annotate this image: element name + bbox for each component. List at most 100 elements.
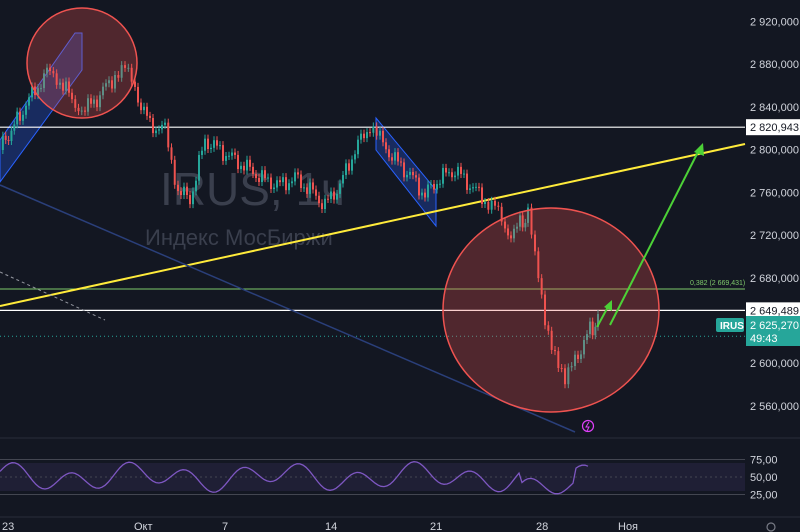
level-labels: 2 820,943 2 649,489 0,382 (2 669,431) xyxy=(690,119,800,319)
current-price-tag: IRUS 2 625,270 49:43 xyxy=(716,316,800,346)
trend-line xyxy=(0,143,746,307)
candle-body xyxy=(204,138,206,151)
candle-body xyxy=(270,177,272,190)
candle-body xyxy=(439,183,441,185)
candle-body xyxy=(77,107,80,112)
candle-body xyxy=(445,167,447,173)
candle-body xyxy=(210,147,212,149)
price-tick-label: 2 720,000 xyxy=(750,230,799,242)
lightning-icon[interactable] xyxy=(581,419,595,433)
candle-body xyxy=(99,95,101,108)
candle-body xyxy=(513,228,515,239)
price-axis[interactable]: 2 920,000 2 880,000 2 840,000 2 800,000 2 76… xyxy=(750,16,799,413)
drawing-lines xyxy=(0,126,746,433)
candle-body xyxy=(406,174,408,178)
candle-body xyxy=(40,88,42,90)
candle-body xyxy=(108,80,110,84)
candle-body xyxy=(342,175,344,184)
highlight-circle-bottom xyxy=(442,207,660,413)
symbol-label: IRUS xyxy=(720,321,744,332)
candle-body xyxy=(457,166,459,176)
candle-body xyxy=(231,152,233,156)
candle-body xyxy=(219,145,221,147)
candle-body xyxy=(527,207,529,223)
candle-body xyxy=(345,163,347,176)
candle-body xyxy=(591,321,594,336)
candle-body xyxy=(120,65,123,78)
candle-body xyxy=(228,155,230,157)
price-tick-label: 2 840,000 xyxy=(750,102,799,114)
candle-body xyxy=(43,73,45,89)
price-tick-label: 2 560,000 xyxy=(750,401,799,413)
candle-body xyxy=(472,187,474,189)
resistance-level-value: 2 820,943 xyxy=(750,122,799,134)
candle-body xyxy=(412,171,414,176)
candle-body xyxy=(246,159,248,171)
candle-body xyxy=(324,198,326,210)
time-axis[interactable]: 23 Окт 7 14 21 28 Ноя xyxy=(0,516,800,532)
candle-body xyxy=(161,124,163,130)
rsi-line xyxy=(0,461,589,495)
candle-body xyxy=(19,111,21,121)
candle-body xyxy=(521,215,524,228)
candle-body xyxy=(291,181,293,184)
candle-body xyxy=(516,226,518,229)
time-tick-label: 23 xyxy=(2,521,14,532)
candle-body xyxy=(354,154,356,160)
candle-body xyxy=(68,81,70,93)
candle-body xyxy=(475,186,477,188)
price-tick-label: 2 800,000 xyxy=(750,145,799,157)
rsi-tick-label: 50,00 xyxy=(750,472,778,484)
candle-body xyxy=(460,166,462,174)
arrows xyxy=(596,143,704,328)
candle-body xyxy=(55,73,58,85)
candle-body xyxy=(93,99,95,104)
candle-body xyxy=(303,187,305,189)
candle-body xyxy=(336,193,338,200)
price-tick-label: 2 680,000 xyxy=(750,273,799,285)
candle-body xyxy=(124,65,126,68)
candle-body xyxy=(297,172,299,175)
candle-body xyxy=(225,156,227,161)
candle-body xyxy=(74,99,77,108)
candle-body xyxy=(255,174,257,179)
candle-body xyxy=(385,142,387,150)
candle-body xyxy=(46,67,48,74)
candle-body xyxy=(544,294,546,326)
time-tick-label: 28 xyxy=(536,521,548,532)
candle-body xyxy=(183,186,185,196)
candle-body xyxy=(186,186,188,196)
candle-body xyxy=(155,130,157,134)
candle-body xyxy=(37,88,39,96)
candle-body xyxy=(31,86,33,98)
candle-body xyxy=(111,80,113,89)
candle-body xyxy=(192,191,194,205)
candle-body xyxy=(71,92,73,100)
candle-body xyxy=(276,180,278,188)
time-tick-label: 21 xyxy=(430,521,442,532)
candle-body xyxy=(427,184,429,198)
candle-body xyxy=(134,81,136,87)
candle-body xyxy=(500,206,503,222)
candle-body xyxy=(487,201,490,210)
candle-body xyxy=(577,354,579,360)
candle-body xyxy=(333,191,335,200)
candle-body xyxy=(357,139,359,155)
candle-body xyxy=(348,163,350,171)
candle-body xyxy=(143,106,145,111)
candle-body xyxy=(87,98,89,112)
fib-level-label: 0,382 (2 669,431) xyxy=(690,280,745,287)
rsi-tick-label: 75,00 xyxy=(750,455,778,467)
descending-line xyxy=(0,184,576,433)
candle-body xyxy=(418,177,420,196)
candle-body xyxy=(164,122,166,125)
candle-body xyxy=(409,171,411,175)
candle-body xyxy=(330,191,332,199)
candle-body xyxy=(574,354,576,367)
settings-icon[interactable] xyxy=(766,522,776,532)
candle-body xyxy=(52,71,55,74)
candle-body xyxy=(537,251,540,279)
candle-body xyxy=(478,186,480,188)
candle-body xyxy=(198,154,200,181)
